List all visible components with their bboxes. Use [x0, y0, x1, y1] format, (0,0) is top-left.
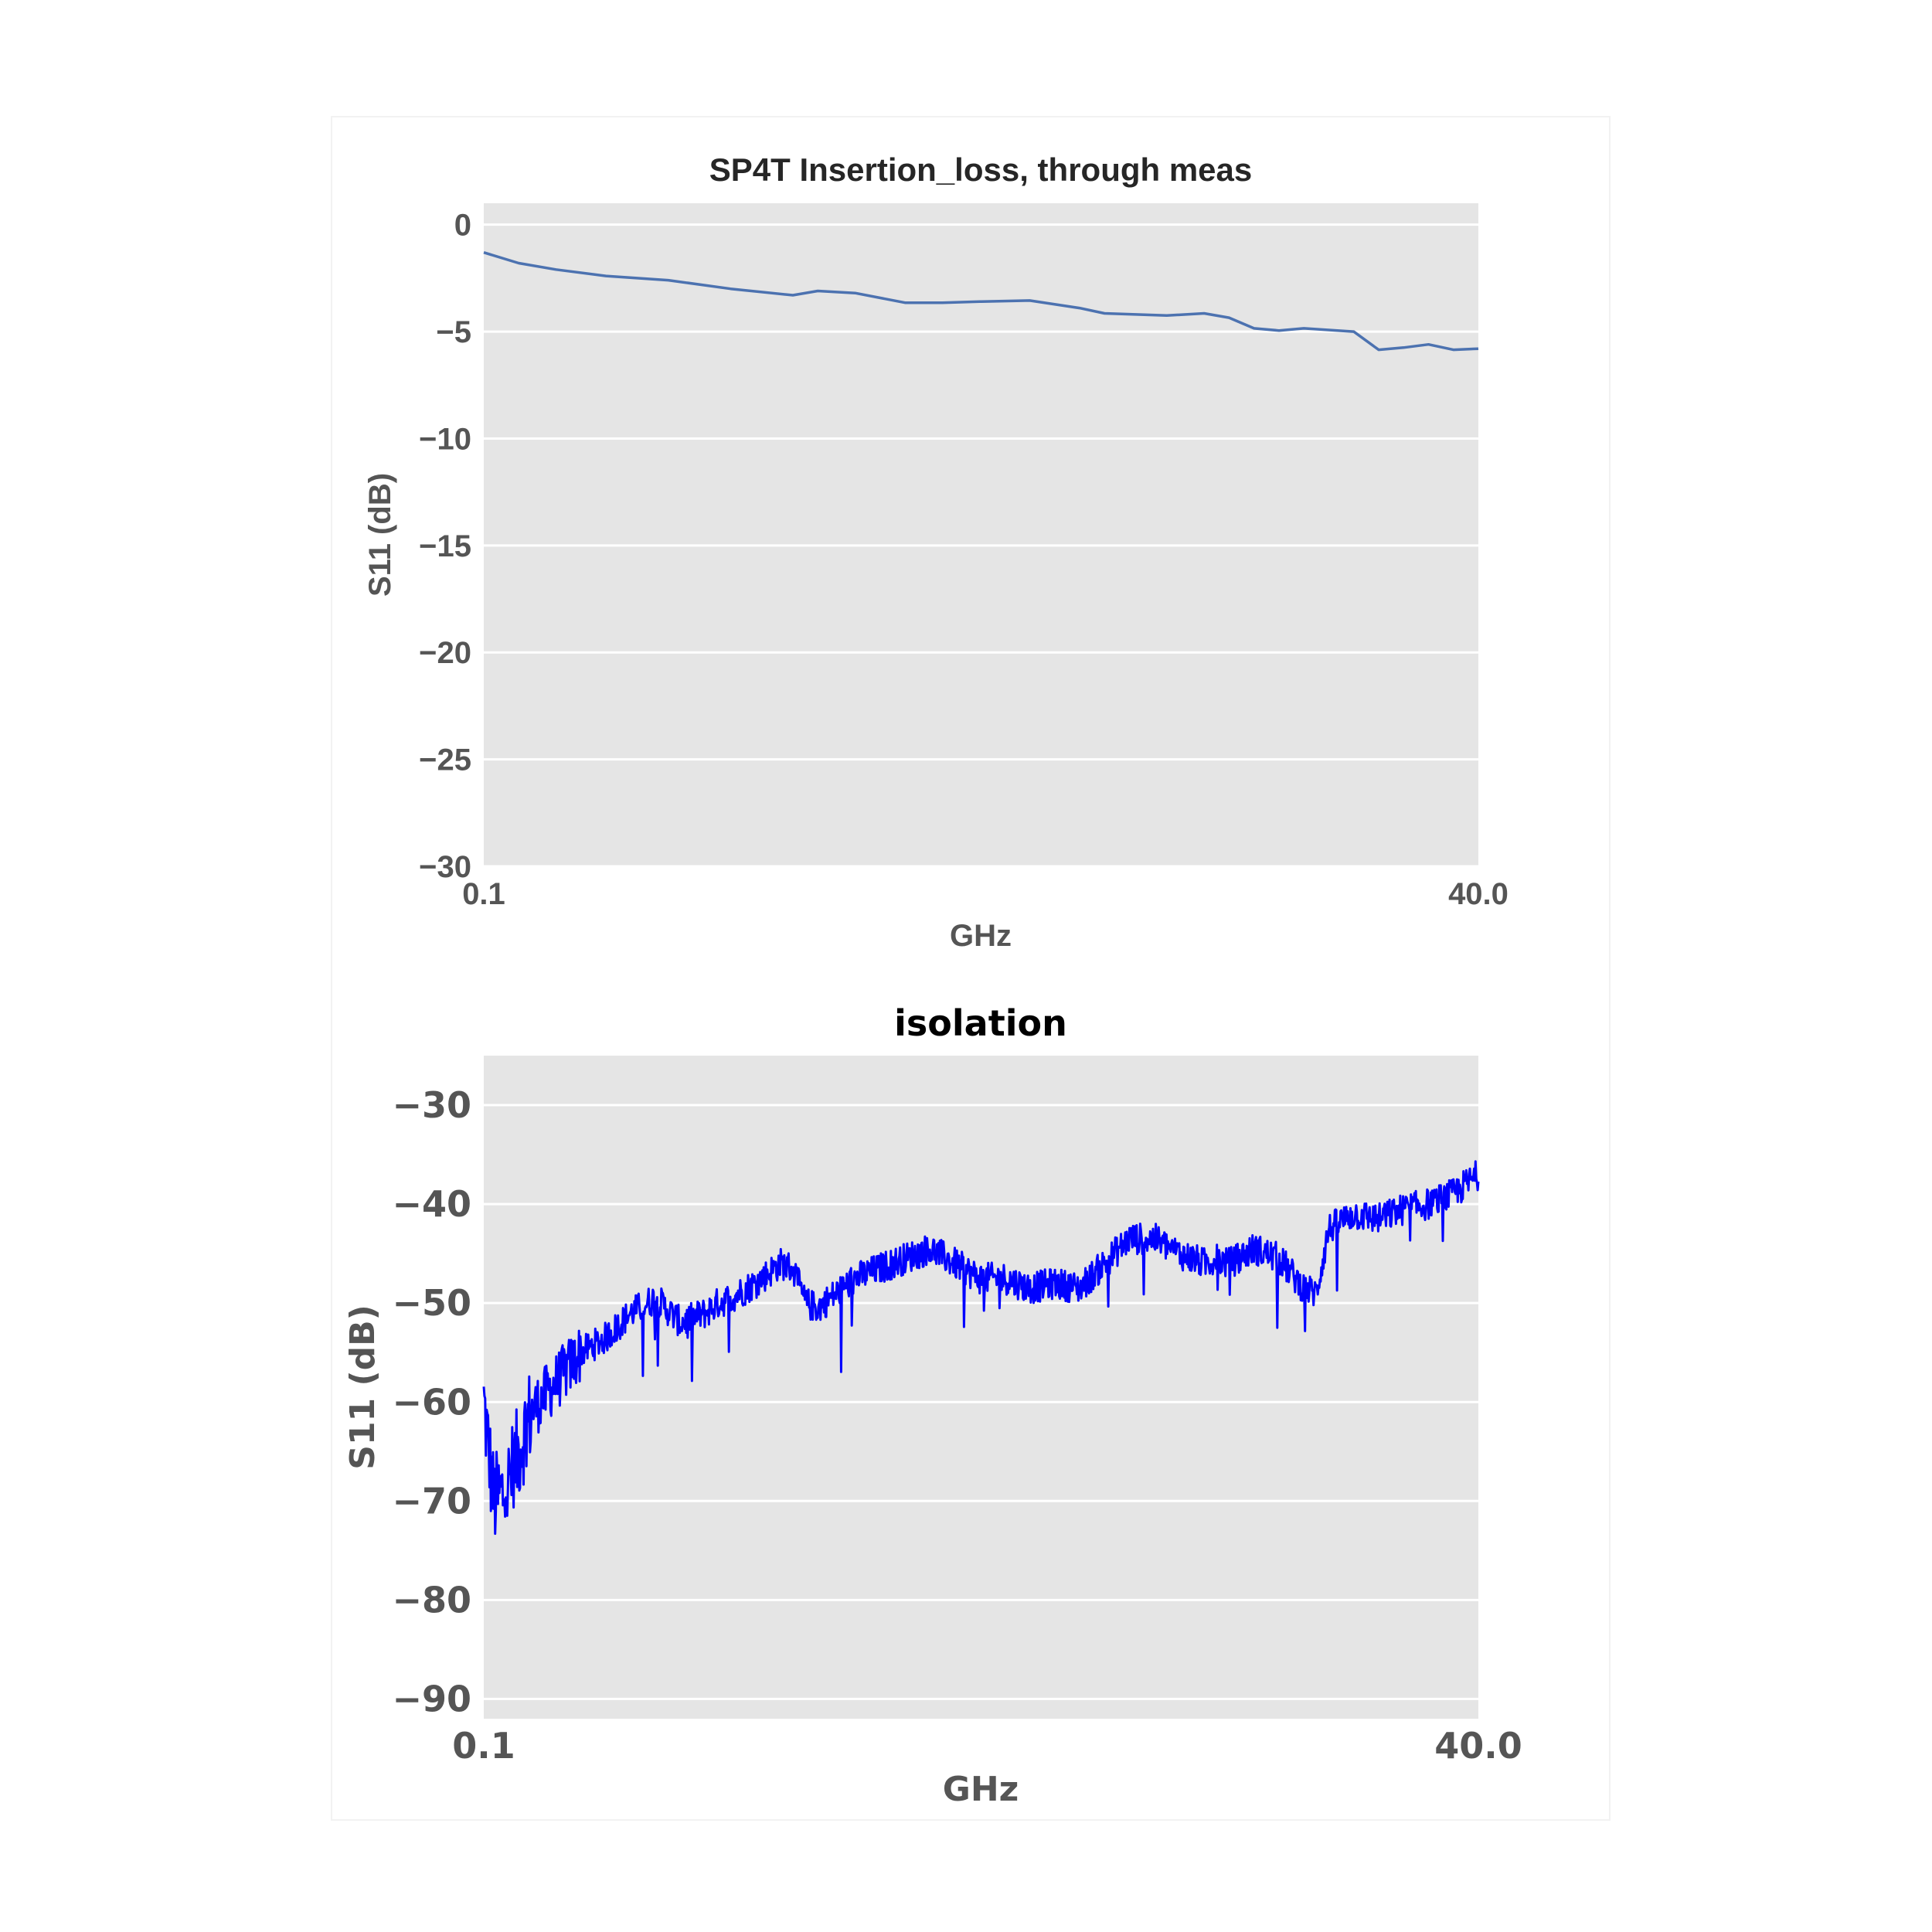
x-tick-label: 40.0 — [1448, 877, 1509, 911]
chart-title: SP4T Insertion_loss, through meas — [709, 151, 1253, 188]
x-tick-label: 0.1 — [462, 877, 505, 911]
chart-title: isolation — [894, 1002, 1067, 1044]
series-line — [483, 251, 1479, 352]
y-tick-label: −90 — [392, 1678, 471, 1719]
x-tick-label: 0.1 — [452, 1725, 515, 1767]
y-tick-label: −25 — [419, 743, 471, 777]
y-tick-labels: 0 −5 −10 −15 −20 −25 −30 — [419, 209, 471, 884]
y-tick-label: −30 — [392, 1084, 471, 1126]
y-tick-label: −50 — [392, 1282, 471, 1324]
chart-isolation: −30−40−50−60−70−80−90 0.1 40.0 isolation … — [343, 1002, 1522, 1809]
series-lines — [483, 251, 1479, 352]
plot-area — [484, 203, 1478, 866]
y-tick-label: −10 — [419, 422, 471, 456]
x-axis-label: GHz — [943, 1770, 1019, 1809]
series-lines — [482, 1160, 1480, 1536]
y-tick-labels: −30 −40 −50 −60 −70 −80 −90 — [392, 1084, 471, 1719]
y-tick-label: −70 — [392, 1480, 471, 1522]
y-gridlines — [484, 223, 1478, 868]
y-tick-label: −80 — [392, 1579, 471, 1621]
series-line — [482, 1160, 1480, 1536]
plot-area — [484, 1056, 1478, 1719]
y-tick-label: −40 — [392, 1183, 471, 1225]
x-axis-label: GHz — [950, 919, 1012, 953]
y-axis-label: S11 (dB) — [343, 1304, 383, 1470]
x-tick-label: 40.0 — [1434, 1725, 1522, 1767]
x-tick-labels: 0.1 40.0 — [452, 1725, 1522, 1767]
y-tick-label: −30 — [419, 850, 471, 884]
y-tick-label: −20 — [419, 636, 471, 670]
x-tick-labels: 0.1 40.0 — [462, 877, 1509, 911]
y-tick-label: 0 — [454, 209, 471, 243]
y-tick-label: −15 — [419, 529, 471, 563]
y-axis-label: S11 (dB) — [363, 473, 397, 597]
y-tick-label: −5 — [436, 315, 471, 349]
chart-insertion-loss: 0 −5 −10 −15 −20 −25 −30 0.1 40.0 SP4T Insertio… — [363, 151, 1509, 953]
y-tick-label: −60 — [392, 1381, 471, 1423]
